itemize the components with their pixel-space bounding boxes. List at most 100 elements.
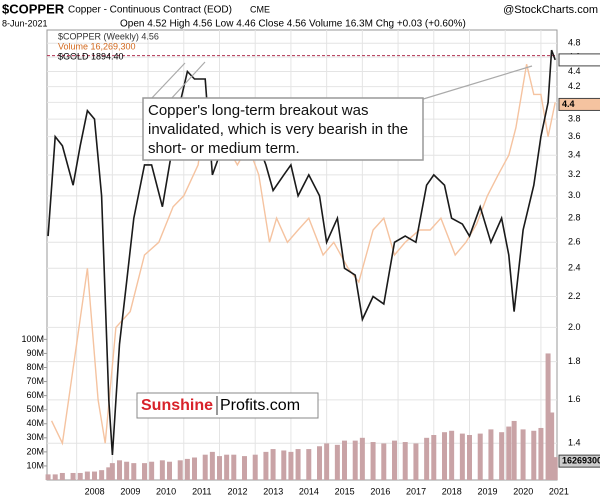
y2-tick-label: 40M	[26, 418, 44, 428]
x-tick-label: 2021	[549, 486, 569, 496]
y-tick-label: 1.8	[568, 356, 581, 366]
y2-tick-label: 50M	[26, 404, 44, 414]
y-tick-label: 1.4	[568, 438, 581, 448]
last-value-tag	[558, 454, 600, 468]
volume-bar	[306, 449, 312, 480]
price-line	[50, 64, 556, 446]
volume-bar	[488, 429, 494, 480]
y-tick-label: 4.4	[568, 66, 581, 76]
volume-bar	[477, 433, 483, 480]
volume-bar	[459, 433, 465, 480]
volume-bar	[124, 461, 130, 480]
volume-bar	[202, 454, 208, 480]
volume-bar	[159, 460, 165, 480]
logo-text: Profits.com	[220, 397, 300, 414]
volume-bar	[520, 429, 526, 480]
volume-bar	[324, 443, 330, 480]
volume-bar	[442, 432, 447, 480]
volume-bar	[431, 435, 437, 480]
date: 8-Jun-2021	[2, 18, 48, 28]
y2-tick-label: 90M	[26, 348, 44, 358]
volume-bar	[45, 474, 51, 480]
pointer	[169, 61, 206, 101]
y-tick-label: 3.0	[568, 190, 581, 200]
volume-bar	[511, 420, 517, 480]
x-tick-label: 2017	[406, 486, 426, 496]
volume-bar	[263, 451, 269, 480]
last-value-label: 4.4	[562, 99, 575, 109]
x-tick-label: 2016	[370, 486, 390, 496]
y-tick-label: 3.8	[568, 113, 581, 123]
y-tick-label: 2.0	[568, 322, 581, 332]
volume-bar	[117, 460, 122, 480]
x-tick-label: 2008	[85, 486, 105, 496]
x-tick-label: 2009	[120, 486, 140, 496]
x-tick-label: 2011	[192, 486, 211, 496]
y2-tick-label: 10M	[26, 460, 44, 470]
last-value-tag	[558, 97, 600, 111]
legend-entry: Volume 16,269,300	[58, 41, 136, 51]
instrument-name: Copper - Continuous Contract (EOD)	[68, 5, 232, 16]
volume-bar	[334, 444, 340, 480]
volume-bar	[413, 443, 419, 480]
volume-bar	[549, 412, 555, 480]
exchange: CME	[250, 4, 270, 14]
y-tick-label: 2.2	[568, 291, 581, 301]
y-tick-label: 3.2	[568, 169, 581, 179]
volume-bar	[545, 353, 551, 480]
volume-bar	[317, 446, 322, 480]
volume-bar	[84, 471, 90, 480]
y2-tick-label: 20M	[26, 446, 44, 456]
volume-bar	[402, 442, 408, 480]
volume-bar	[381, 443, 387, 480]
legend-entry: $GOLD 1894.40	[58, 51, 124, 61]
price-line	[47, 49, 556, 456]
volume-bar	[538, 427, 544, 480]
volume-bar	[231, 454, 237, 480]
volume-bar	[252, 454, 258, 480]
volume-bar	[342, 440, 347, 480]
volume-bar	[224, 454, 230, 480]
x-tick-label: 2010	[156, 486, 176, 496]
volume-bar	[467, 435, 472, 480]
volume-bar	[352, 440, 358, 480]
pointer	[419, 65, 533, 101]
y2-tick-label: 70M	[26, 376, 44, 386]
annotation: Copper's long-term breakout was invalida…	[148, 102, 409, 157]
annotation-wrap: Copper's long-term breakout was invalida…	[148, 102, 409, 157]
volume-bar	[359, 437, 365, 480]
y2-tick-label: 30M	[26, 432, 44, 442]
volume-bar	[424, 437, 430, 480]
volume-bar	[77, 472, 83, 480]
volume-bar	[506, 426, 512, 480]
volume-bar	[531, 430, 537, 480]
volume-bar	[552, 457, 558, 480]
volume-bar	[167, 461, 172, 480]
volume-bar	[217, 456, 222, 480]
last-value-label: 4.56	[562, 54, 580, 64]
volume-bar	[499, 432, 505, 480]
volume-bar	[392, 440, 397, 480]
volume-bar	[370, 442, 376, 480]
y-tick-label: 3.6	[568, 131, 581, 141]
y-tick-label: 3.4	[568, 150, 581, 160]
x-tick-label: 2020	[513, 486, 533, 496]
volume-bar	[70, 472, 76, 480]
y2-tick-label: 80M	[26, 362, 44, 372]
logo-box	[136, 392, 319, 419]
volume-bar	[281, 450, 287, 480]
volume-bar	[59, 472, 65, 480]
volume-bar	[142, 463, 147, 480]
plot-frame	[46, 29, 558, 481]
volume-bar	[449, 430, 455, 480]
legend-entry: $COPPER (Weekly) 4.56	[58, 31, 159, 41]
x-tick-label: 2013	[263, 486, 283, 496]
volume-bar	[295, 449, 301, 480]
volume-bar	[209, 451, 215, 480]
volume-bar	[131, 463, 137, 480]
volume-bar	[99, 470, 105, 480]
y-tick-label: 2.4	[568, 263, 581, 273]
y-tick-label: 2.6	[568, 237, 581, 247]
annotation-box	[142, 97, 424, 161]
